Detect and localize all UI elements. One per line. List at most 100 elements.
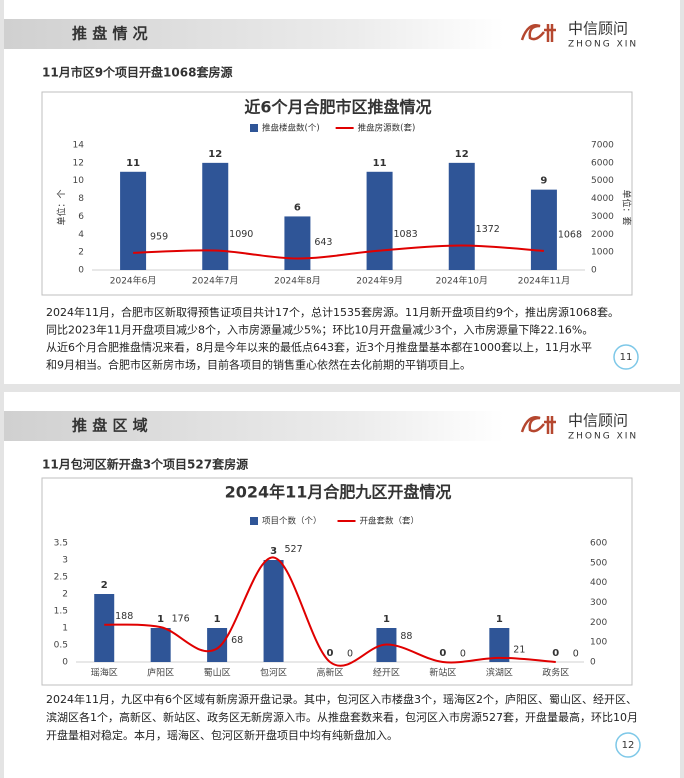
y2-tick-label: 600 [590, 539, 607, 549]
bar-label: 1 [383, 614, 390, 625]
y-tick-label: 2.5 [54, 573, 68, 583]
bar-label: 12 [455, 149, 469, 160]
x-tick-label: 2024年9月 [356, 275, 403, 287]
y2-tick-label: 0 [590, 658, 596, 668]
logo-icon [520, 24, 556, 42]
y-tick-label: 0.5 [54, 641, 68, 651]
y-tick-label: 4 [78, 230, 84, 240]
body-text: 2024年11月，九区中有6个区域有新房源开盘记录。其中，包河区入市楼盘3个，瑶… [46, 692, 637, 706]
body-text: 滨湖区各1个，高新区、新站区、政务区无新房源入市。从推盘套数来看，包河区入市房源… [46, 710, 638, 724]
bar-label: 12 [208, 149, 222, 160]
y2-tick-label: 400 [590, 578, 607, 588]
line-label: 527 [284, 544, 302, 555]
y2-tick-label: 100 [590, 638, 607, 648]
slide: 推 盘 情 况 中信顾问 ZHONG XIN 11月市区9个项目开盘1068套房源近6… [4, 0, 680, 384]
y-tick-label: 0 [62, 658, 68, 668]
logo-name: 中信顾问 [568, 412, 628, 430]
y-tick-label: 3.5 [54, 539, 68, 549]
x-tick-label: 蜀山区 [204, 668, 231, 679]
y-tick-label: 3 [62, 556, 68, 566]
chart-title: 近6个月合肥市区推盘情况 [244, 98, 431, 117]
logo-icon [520, 416, 556, 434]
legend-swatch [250, 517, 258, 525]
x-tick-label: 新站区 [429, 667, 456, 679]
bar-label: 11 [373, 158, 387, 169]
y-tick-label: 0 [78, 266, 84, 276]
bar-label: 1 [214, 614, 221, 625]
bar [120, 171, 147, 270]
bar-label: 1 [157, 614, 164, 625]
line-label: 88 [400, 631, 412, 642]
bar-label: 6 [294, 202, 301, 213]
chart-frame [41, 477, 633, 686]
line-series [104, 556, 556, 667]
x-tick-label: 包河区 [260, 667, 287, 679]
y-tick-label: 2 [78, 248, 84, 258]
bar-label: 2 [101, 580, 108, 591]
x-tick-label: 2024年10月 [436, 275, 488, 287]
bar-label: 0 [552, 648, 559, 659]
header-title: 推 盘 情 况 [72, 25, 148, 43]
line-label: 0 [347, 649, 353, 660]
line-label: 1372 [476, 224, 500, 235]
x-tick-label: 滨湖区 [486, 667, 513, 679]
x-tick-label: 2024年7月 [192, 275, 239, 287]
bar [207, 628, 228, 662]
y-tick-label: 1 [62, 624, 68, 634]
y2-tick-label: 0 [591, 266, 597, 276]
x-tick-label: 2024年6月 [110, 275, 157, 287]
line-label: 1090 [229, 229, 253, 240]
legend-label: 推盘楼盘数(个) [262, 123, 320, 134]
line-series [133, 244, 544, 260]
slide: 推 盘 区 域 中信顾问 ZHONG XIN 11月包河区新开盘3个项目527套房源 2… [4, 392, 680, 778]
legend-swatch [250, 124, 258, 132]
line-label: 0 [460, 649, 466, 660]
y2-axis-label: 单位：套 [621, 189, 633, 225]
logo-pinyin: ZHONG XIN [568, 40, 638, 50]
y2-tick-label: 5000 [591, 176, 614, 186]
bar [448, 162, 475, 270]
line-label: 1083 [393, 229, 417, 240]
page-number: 11 [620, 352, 633, 363]
y2-tick-label: 4000 [591, 194, 614, 204]
y-tick-label: 6 [78, 212, 84, 222]
bar [202, 162, 229, 270]
header-bar [4, 411, 504, 441]
y-tick-label: 8 [78, 194, 84, 204]
y-tick-label: 10 [73, 176, 85, 186]
logo-pinyin: ZHONG XIN [568, 432, 638, 442]
y2-tick-label: 3000 [591, 212, 614, 222]
bar [284, 216, 311, 270]
body-text: 和9月相当。合肥市区新房市场，目前各项目的销售重心依然在去化前期的平销项目上。 [46, 358, 471, 372]
x-tick-label: 2024年8月 [274, 275, 321, 287]
header-bar [4, 19, 504, 49]
bar-label: 0 [327, 648, 334, 659]
bar-label: 0 [439, 648, 446, 659]
x-tick-label: 瑶海区 [91, 667, 118, 679]
y2-tick-label: 200 [590, 618, 607, 628]
x-tick-label: 2024年11月 [518, 275, 570, 287]
y2-tick-label: 2000 [591, 230, 614, 240]
y2-tick-label: 1000 [591, 248, 614, 258]
line-label: 643 [314, 237, 332, 248]
line-label: 176 [172, 614, 190, 625]
line-label: 68 [231, 635, 243, 646]
bar-label: 3 [270, 546, 277, 557]
legend-label: 开盘套数（套） [360, 516, 420, 527]
legend-label: 推盘房源数(套) [358, 123, 416, 134]
y-tick-label: 1.5 [54, 607, 68, 617]
body-text: 开盘量相对稳定。本月，瑶海区、包河区新开盘项目中均有纯新盘加入。 [46, 728, 398, 742]
bar-label: 1 [496, 614, 503, 625]
header-title: 推 盘 区 域 [72, 417, 148, 435]
bar [94, 594, 115, 662]
bar [263, 560, 284, 662]
y2-tick-label: 500 [590, 558, 607, 568]
x-tick-label: 高新区 [316, 667, 343, 679]
subtitle: 11月包河区新开盘3个项目527套房源 [42, 457, 248, 472]
logo-name: 中信顾问 [568, 20, 628, 38]
line-label: 959 [150, 231, 168, 242]
x-tick-label: 庐阳区 [147, 667, 174, 679]
body-text: 同比2023年11月开盘项目减少8个，入市房源量减少5%；环比10月开盘量减少3… [46, 323, 593, 337]
